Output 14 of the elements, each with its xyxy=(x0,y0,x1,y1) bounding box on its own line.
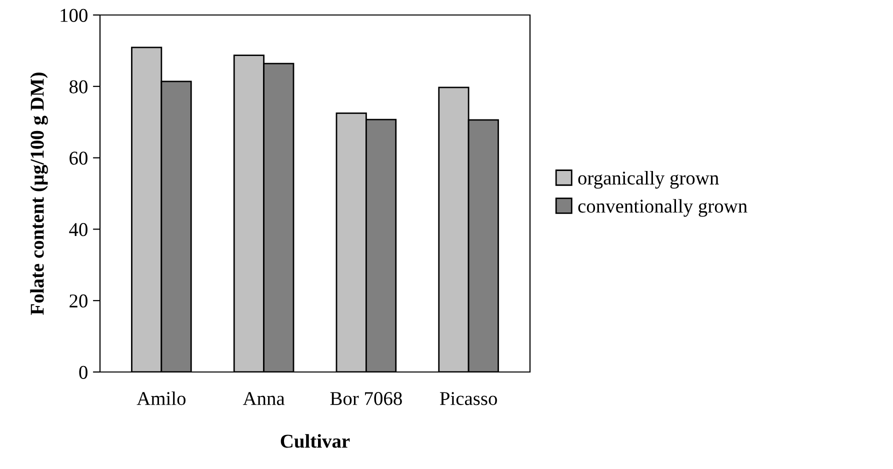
x-tick-label: Bor 7068 xyxy=(330,392,402,406)
x-tick-label: Amilo xyxy=(136,391,186,406)
y-axis-title: Folate content (µg/100 g DM) xyxy=(30,72,48,315)
x-tick-label: Picasso xyxy=(440,392,497,406)
x-axis-title: Cultivar xyxy=(280,434,350,448)
x-tick-label: Anna xyxy=(242,392,285,406)
legend-label: organically grown xyxy=(578,170,719,189)
y-tick-label: 60 xyxy=(70,152,88,165)
y-tick-label: 80 xyxy=(69,80,88,94)
y-tick-label: 40 xyxy=(69,223,88,236)
legend-label: conventionally grown xyxy=(578,199,748,217)
y-tick-label: 100 xyxy=(60,8,88,22)
y-tick-label: 20 xyxy=(70,294,88,308)
y-tick-label: 0 xyxy=(79,366,88,379)
